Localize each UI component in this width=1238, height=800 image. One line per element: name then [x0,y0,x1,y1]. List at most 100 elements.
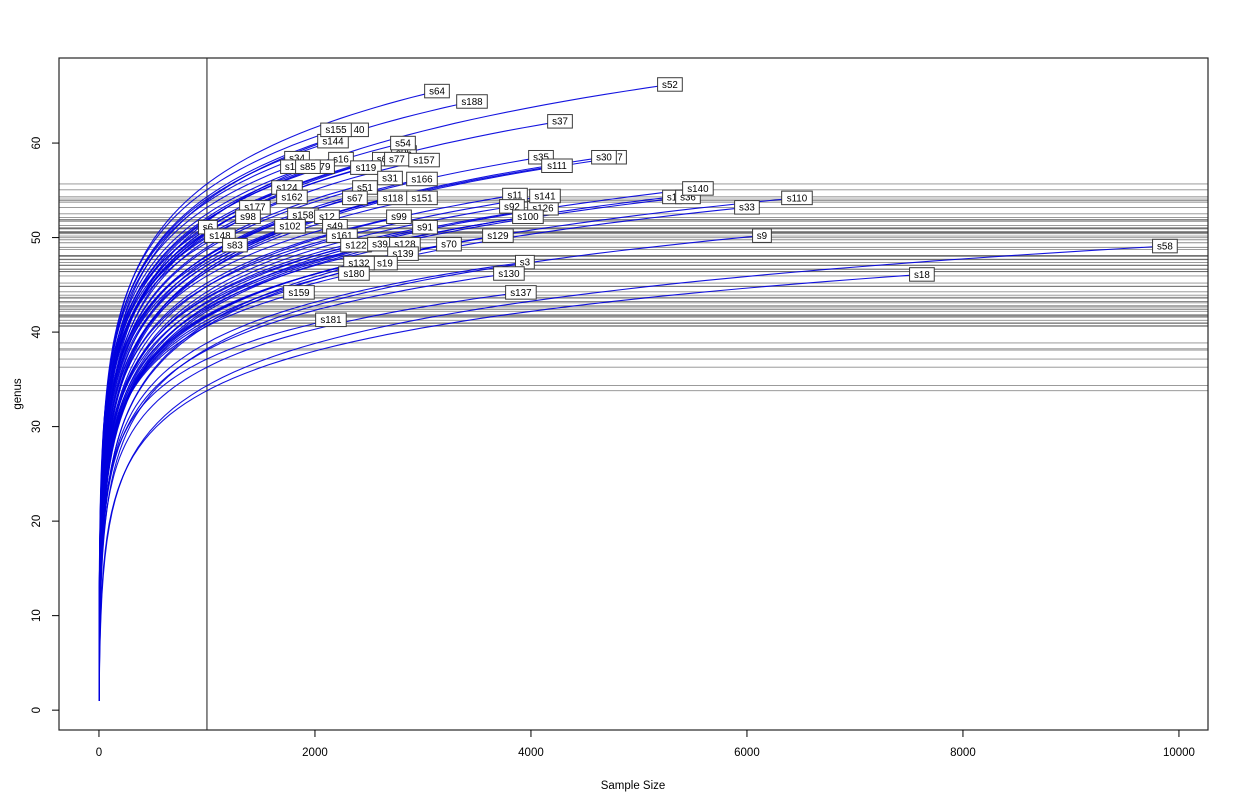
sample-label-text: s98 [240,212,256,223]
sample-label-text: s36 [680,192,696,203]
sample-label-box [406,190,438,206]
sample-label-text: s6 [203,223,214,234]
sample-label-text: s139 [392,249,413,260]
sample-label-text: s58 [1157,241,1173,252]
sample-label-box [283,285,315,300]
plot-frame-group [58,57,1209,731]
y-axis-title: genus [12,378,24,410]
sample-label-s19: s19 [372,255,398,271]
axes-group: 0 2000 4000 6000 8000 10000 0 10 20 30 40 50 60 [31,137,1195,759]
sample-label-s77: s77 [384,151,410,167]
sample-label-box [682,181,714,196]
sample-label-box [274,218,306,234]
sample-label-box [909,267,935,282]
sample-label-s33: s33 [734,200,760,215]
sample-label-s180: s180 [338,266,370,281]
rarefaction-curve-s1 [98,166,291,701]
sample-label-text: s129 [487,231,508,242]
sample-label-text: s188 [461,97,483,108]
sample-label-text: s64 [429,86,445,97]
sample-label-text: s9 [757,231,767,242]
rarefaction-curve-s33 [98,206,748,701]
sample-label-text: s35 [533,153,549,164]
sample-label-text: s155 [325,125,347,136]
sample-label-box [338,266,370,281]
rarefaction-curve-s83 [98,244,236,701]
sample-label-text: s132 [348,258,369,269]
sample-label-box [350,160,382,175]
sample-label-box [342,190,368,206]
sample-label-box [781,190,813,206]
sample-label-text: s83 [227,241,243,252]
sample-label-s58: s58 [1152,238,1178,254]
sample-label-text: s128 [394,240,416,251]
sample-label-s119: s119 [350,160,382,175]
sample-label-text: s52 [662,80,678,91]
sample-label-box [512,209,544,225]
sample-label-text: s126 [532,204,554,215]
sample-label-box [406,171,438,187]
rarefaction-curve-s132 [98,262,360,701]
rarefaction-curve-s19 [98,262,386,701]
sample-label-text: s166 [411,174,433,185]
sample-label-s31: s31 [377,170,403,186]
sample-label-text: s34 [289,154,305,165]
sample-label-text: s91 [417,223,433,234]
sample-label-text: s141 [534,191,555,202]
sample-label-s137: s137 [505,285,537,300]
sample-label-text: s39 [372,240,388,251]
sample-label-text: s3 [520,258,531,269]
sample-label-box [515,254,535,270]
sample-label-text: s102 [279,222,300,233]
sample-label-s54: s54 [390,135,416,151]
sample-label-text: s85 [300,162,316,173]
sample-label-box [315,312,347,328]
sample-label-s99: s99 [386,209,412,225]
sample-label-text: s144 [322,137,344,148]
sample-label-s64: s64 [424,83,450,99]
sample-label-text: s100 [517,212,539,223]
y-tick-label: 0 [31,707,43,713]
rarefaction-curve-s181 [98,319,332,701]
sample-label-text: s49 [327,222,343,233]
sample-label-box [320,122,352,138]
sample-label-box [752,228,772,243]
rarefaction-curve-s137 [98,291,521,701]
sample-label-s141: s141 [529,188,561,204]
sample-label-s91: s91 [412,219,438,235]
sample-label-box [408,152,440,168]
sample-label-text: s70 [441,240,457,251]
sample-label-box [276,189,308,205]
sample-label-box [591,149,617,165]
sample-label-text: s16 [333,155,349,166]
sample-label-s155: s155 [320,122,352,138]
sample-label-box [1152,238,1178,254]
rarefaction-curve-s130 [98,272,509,701]
sample-label-text: 7 [617,153,622,164]
sample-label-text: s137 [510,288,531,299]
sample-label-box [482,228,514,243]
sample-label-text: s1 [285,162,295,173]
sample-label-s166: s166 [406,171,438,187]
sample-label-box [505,285,537,300]
sample-label-box [412,219,438,235]
sample-label-box [541,158,573,173]
sample-label-s118: s118 [377,190,409,206]
sample-label-text: s130 [498,269,520,280]
sample-label-text: s33 [739,203,755,214]
sample-label-text: s181 [320,315,341,326]
plot-frame [58,57,1209,731]
sample-label-s85: s85 [295,159,321,174]
sample-label-box [456,94,488,109]
sample-label-s100: s100 [512,209,544,225]
sample-label-box [424,83,450,99]
y-tick-label: 30 [31,420,43,433]
sample-label-text: s99 [391,212,407,223]
sample-label-text: s11 [507,190,522,201]
sample-label-box [235,209,261,225]
sample-label-box [377,170,403,186]
x-tick-label: 4000 [518,747,544,759]
sample-label-40: 40 [349,122,369,138]
sample-label-s140: s140 [682,181,714,196]
